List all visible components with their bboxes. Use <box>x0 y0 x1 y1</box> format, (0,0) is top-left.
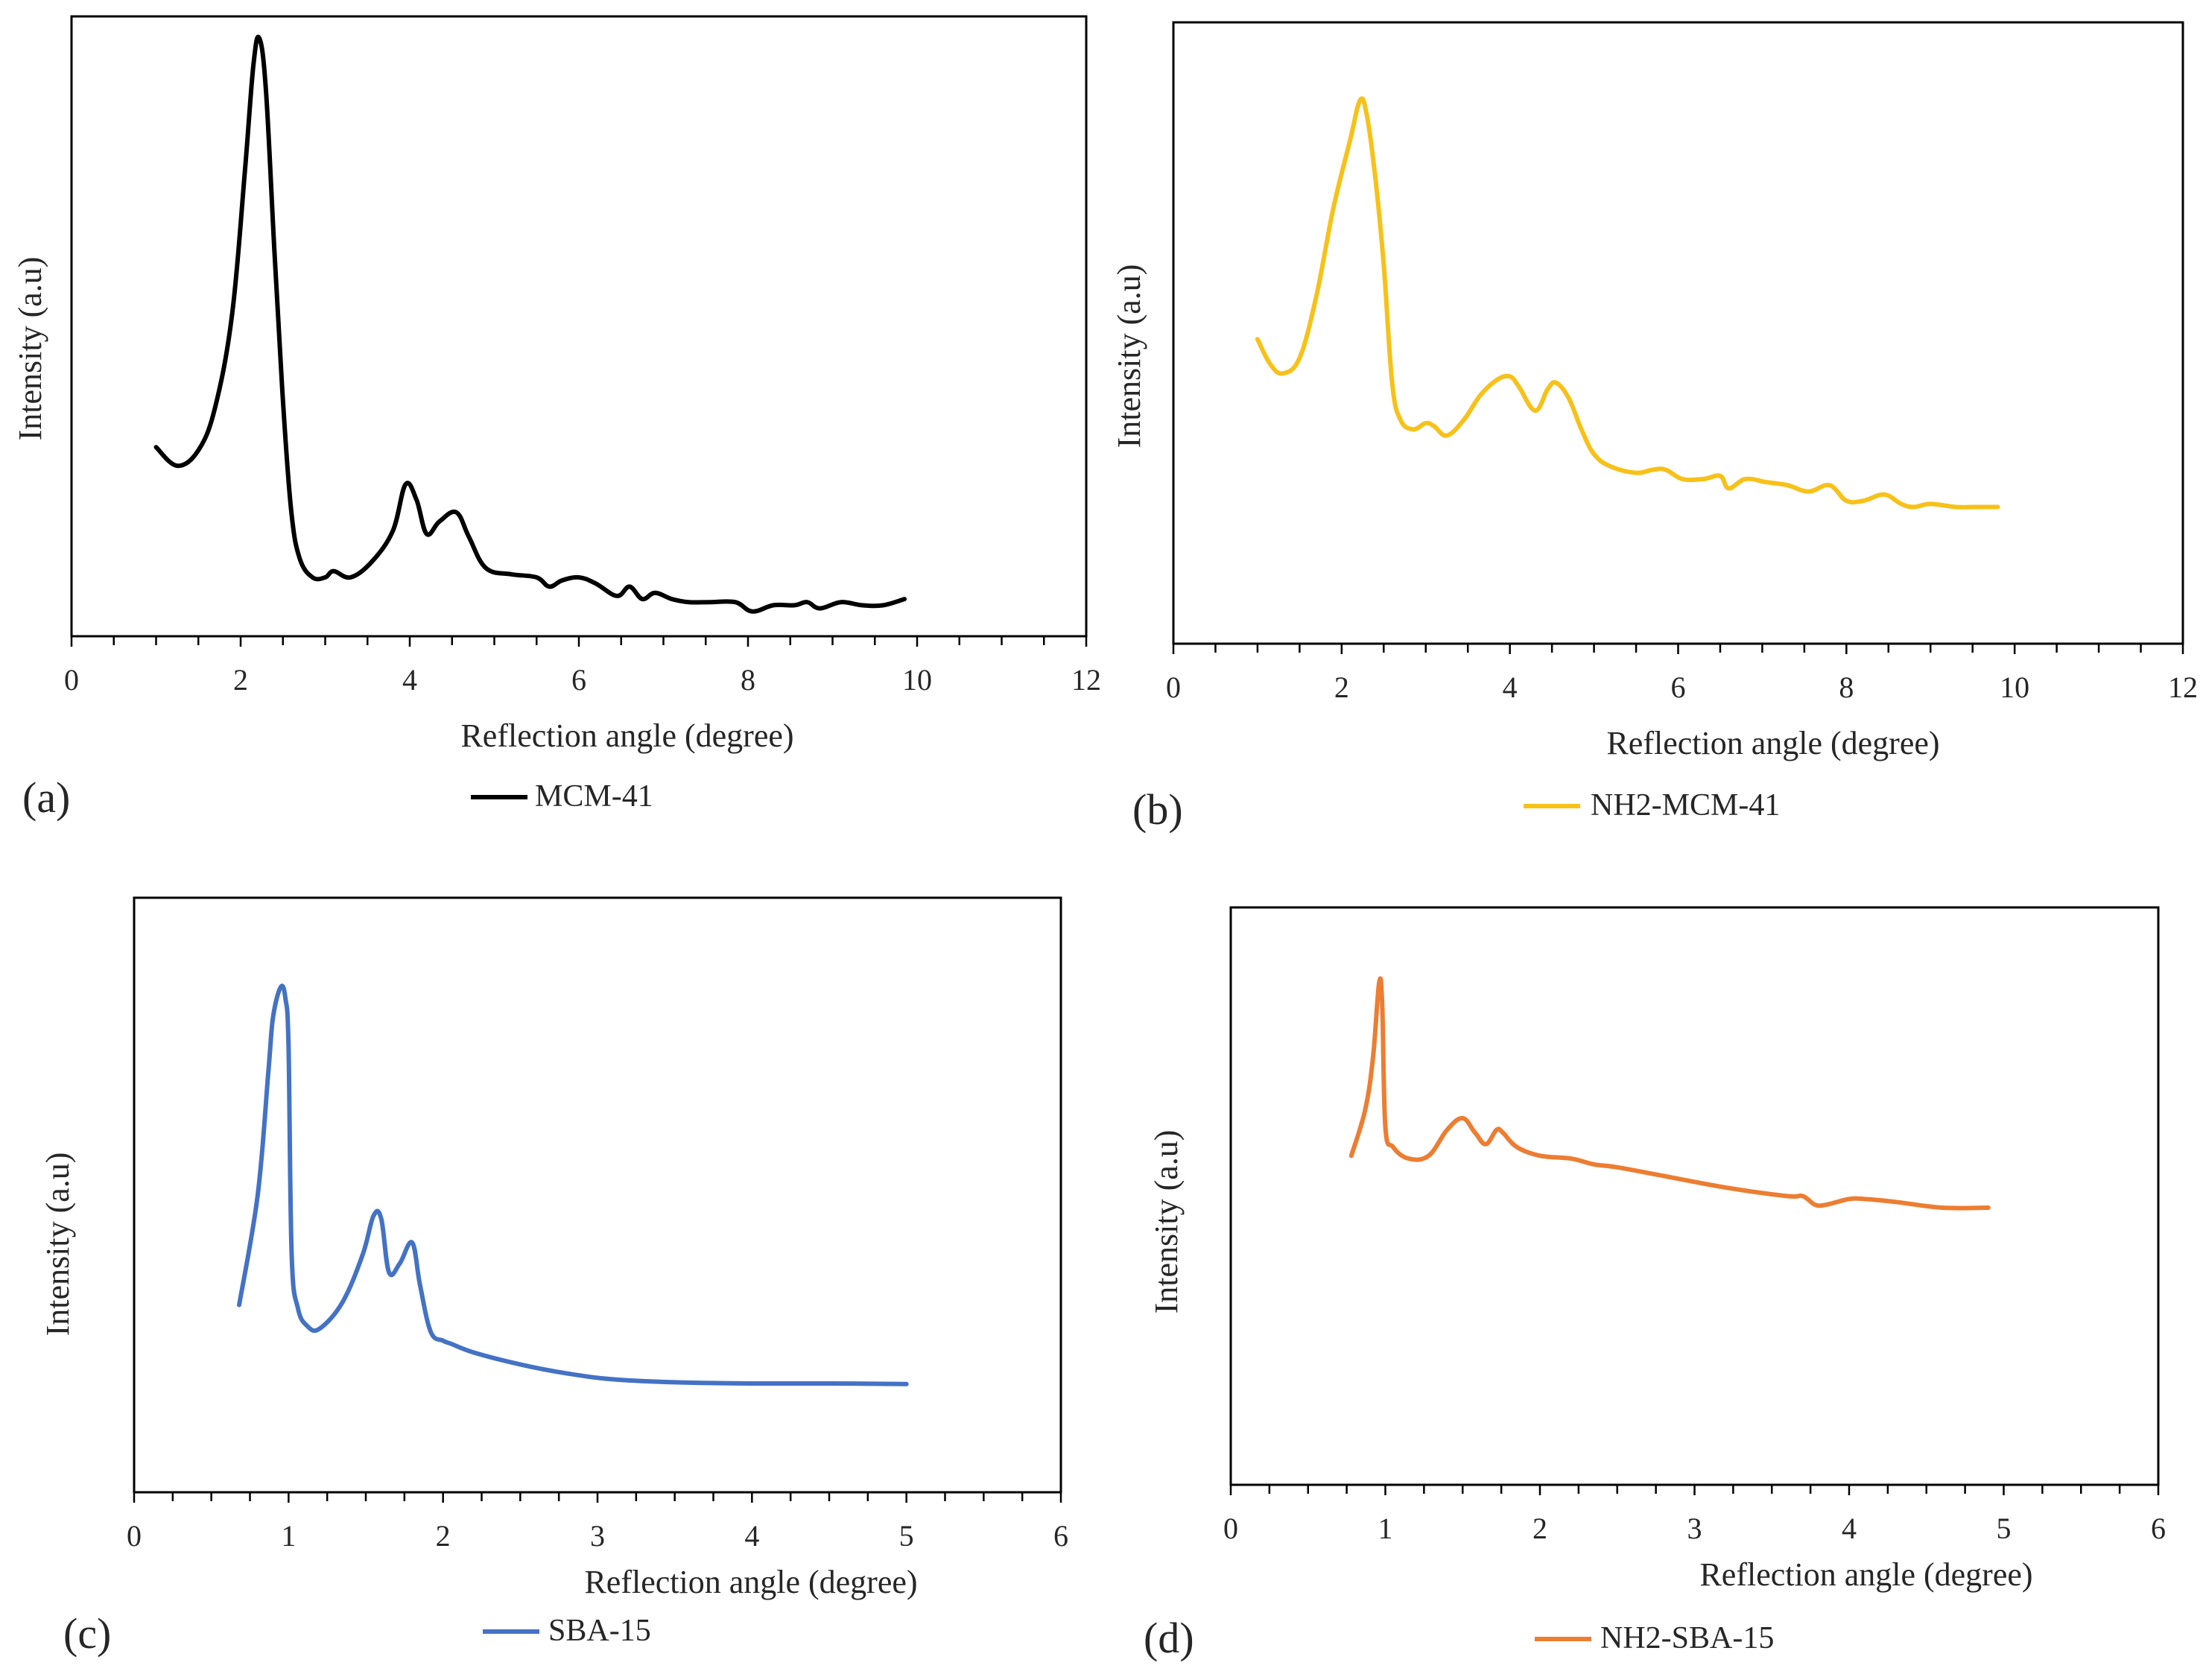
x-tick-label: 1 <box>1378 1512 1393 1545</box>
legend-label: NH2-SBA-15 <box>1600 1621 1774 1655</box>
chart-panel-d: 0 1 2 3 4 5 6 Reflection angle (degree) Intensit… <box>1144 906 2166 1662</box>
x-tick-label: 4 <box>1842 1512 1857 1545</box>
x-tick-label: 0 <box>127 1519 142 1553</box>
x-tick-label: 4 <box>1503 671 1518 704</box>
legend-label: MCM-41 <box>535 779 653 814</box>
x-tick-label: 3 <box>590 1519 605 1553</box>
series-line-nh2-mcm-41 <box>1255 96 2000 510</box>
x-axis-label: Reflection angle (degree) <box>1699 1556 2032 1593</box>
x-tick-label: 6 <box>2151 1512 2166 1545</box>
panel-label: (c) <box>63 1609 111 1658</box>
panel-label: (b) <box>1132 785 1183 834</box>
x-tick-label: 2 <box>1532 1512 1547 1545</box>
x-tick-label: 8 <box>1839 671 1854 704</box>
x-tick-label: 6 <box>1053 1519 1068 1553</box>
series-line-mcm-41 <box>153 34 907 614</box>
y-axis-label: Intensity (a.u) <box>1148 1130 1185 1314</box>
legend-label: SBA-15 <box>548 1614 651 1648</box>
x-tick-label: 12 <box>2168 671 2198 704</box>
x-axis-label: Reflection angle (degree) <box>1606 725 1939 761</box>
series-line-sba-15 <box>237 983 909 1386</box>
chart-panel-c: 0 1 2 3 4 5 6 Reflection angle (degree) Intensit… <box>39 896 1068 1658</box>
series-line-nh2-sba-15 <box>1348 976 1991 1211</box>
x-tick-label: 2 <box>233 663 248 697</box>
x-tick-label: 2 <box>1334 671 1349 704</box>
panel-label: (a) <box>22 773 70 822</box>
x-axis-label: Reflection angle (degree) <box>460 717 793 754</box>
y-axis-label: Intensity (a.u) <box>12 257 48 441</box>
x-tick-label: 6 <box>571 663 586 697</box>
x-tick-label: 5 <box>899 1519 914 1553</box>
panel-label: (d) <box>1144 1614 1194 1662</box>
x-tick-label: 1 <box>281 1519 296 1553</box>
chart-panel-b: 0 2 4 6 8 10 12 Reflection angle (degree) Intens… <box>1111 21 2198 834</box>
x-tick-label: 10 <box>2000 671 2029 704</box>
legend-label: NH2-MCM-41 <box>1591 788 1780 822</box>
x-tick-label: 0 <box>64 663 79 697</box>
x-tick-label: 4 <box>402 663 417 697</box>
x-tick-label: 6 <box>1671 671 1686 704</box>
x-tick-label: 2 <box>436 1519 451 1553</box>
x-tick-label: 3 <box>1687 1512 1702 1545</box>
x-tick-label: 0 <box>1223 1512 1238 1545</box>
x-tick-label: 8 <box>741 663 755 697</box>
y-axis-label: Intensity (a.u) <box>1111 264 1147 448</box>
x-tick-label: 4 <box>744 1519 759 1553</box>
x-tick-label: 10 <box>902 663 932 697</box>
x-tick-label: 12 <box>1071 663 1101 697</box>
x-tick-label: 5 <box>1997 1512 2012 1545</box>
x-axis-label: Reflection angle (degree) <box>584 1564 917 1600</box>
y-axis-label: Intensity (a.u) <box>39 1153 76 1337</box>
chart-panel-a: 0 2 4 6 8 10 12 Reflection angle (degree) Intens… <box>12 15 1101 822</box>
x-tick-label: 0 <box>1166 671 1181 704</box>
